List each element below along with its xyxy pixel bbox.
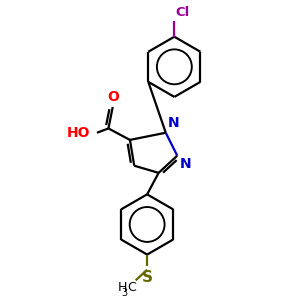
Text: HO: HO: [66, 126, 90, 140]
Text: S: S: [142, 270, 153, 285]
Text: Cl: Cl: [176, 6, 190, 19]
Text: O: O: [107, 89, 119, 103]
Text: H: H: [118, 281, 127, 294]
Text: N: N: [168, 116, 180, 130]
Text: C: C: [128, 281, 136, 294]
Text: N: N: [180, 157, 192, 171]
Text: 3: 3: [121, 288, 127, 298]
